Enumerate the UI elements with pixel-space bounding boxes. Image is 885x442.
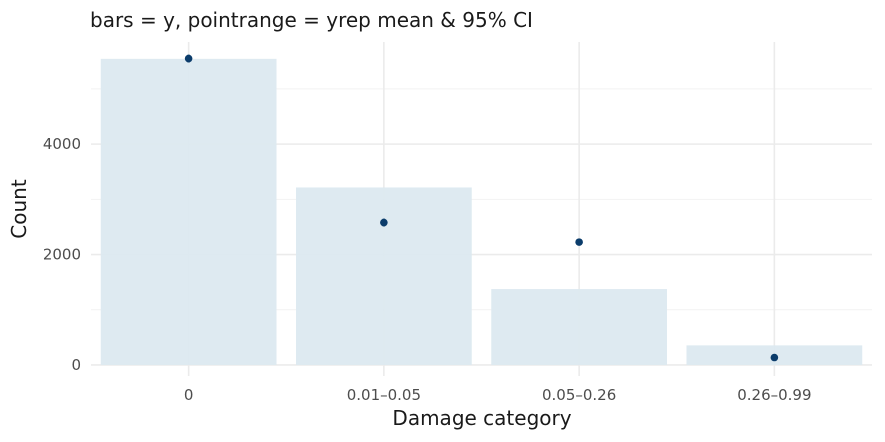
x-tick-label: 0 — [184, 386, 194, 404]
x-axis-title: Damage category — [392, 406, 571, 430]
x-tick-label: 0.01–0.05 — [347, 386, 421, 404]
pointrange-point — [575, 238, 583, 246]
bar — [491, 289, 667, 365]
x-tick-labels: 0 0.01–0.05 0.05–0.26 0.26–0.99 — [184, 386, 812, 404]
pointrange-point — [184, 54, 193, 63]
pointranges — [184, 54, 779, 362]
x-tick-label: 0.05–0.26 — [542, 386, 616, 404]
y-tick-labels: 0 2000 4000 — [43, 135, 81, 374]
bar — [296, 187, 472, 365]
bars — [100, 58, 863, 365]
pointrange-point — [380, 218, 388, 227]
pointrange-point — [770, 353, 779, 362]
x-tick-label: 0.26–0.99 — [737, 386, 811, 404]
chart-title: bars = y, pointrange = yrep mean & 95% C… — [90, 8, 533, 32]
bar — [100, 58, 277, 365]
y-tick-label: 2000 — [43, 246, 81, 264]
y-axis-title: Count — [7, 179, 31, 239]
y-tick-label: 0 — [71, 356, 81, 374]
y-tick-label: 4000 — [43, 135, 81, 153]
